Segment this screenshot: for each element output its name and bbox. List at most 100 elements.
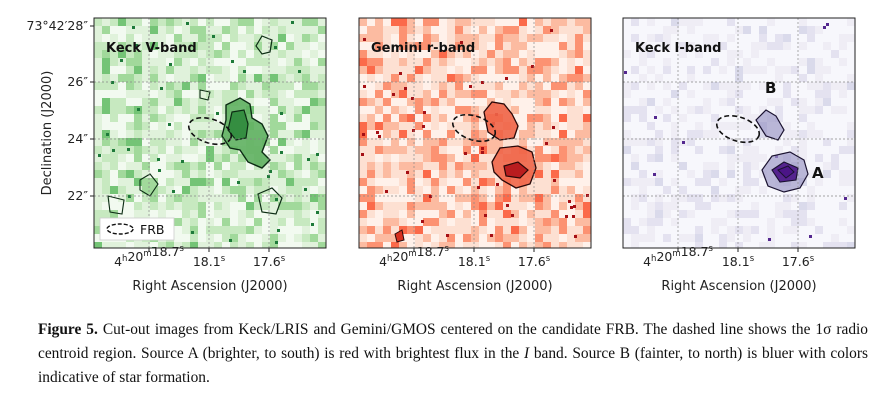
- noise-pixel: [727, 186, 735, 194]
- noise-pixel: [711, 66, 719, 74]
- noise-pixel: [799, 218, 807, 226]
- noise-pixel: [118, 130, 126, 138]
- noise-pixel: [182, 242, 190, 248]
- noise-pixel: [423, 186, 431, 194]
- noise-pixel: [415, 210, 423, 218]
- noise-pixel: [655, 58, 663, 66]
- noise-pixel: [423, 154, 431, 162]
- noise-pixel: [230, 202, 238, 210]
- noise-pixel: [663, 226, 671, 234]
- noise-pixel: [535, 34, 543, 42]
- noise-pixel: [815, 26, 823, 34]
- noise-pixel: [743, 146, 751, 154]
- noise-pixel: [407, 82, 415, 90]
- noise-pixel: [479, 234, 487, 242]
- noise-pixel: [238, 162, 246, 170]
- noise-pixel: [527, 138, 535, 146]
- noise-pixel: [711, 82, 719, 90]
- noise-pixel: [415, 242, 423, 248]
- noise-pixel: [375, 138, 383, 146]
- noise-pixel: [751, 106, 759, 114]
- noise-pixel: [703, 210, 711, 218]
- noise-speck: [280, 112, 283, 115]
- noise-pixel: [286, 74, 294, 82]
- noise-pixel: [383, 194, 391, 202]
- noise-pixel: [254, 210, 262, 218]
- noise-pixel: [174, 210, 182, 218]
- noise-pixel: [142, 74, 150, 82]
- noise-pixel: [463, 154, 471, 162]
- noise-pixel: [815, 106, 823, 114]
- noise-pixel: [791, 130, 799, 138]
- noise-pixel: [375, 82, 383, 90]
- noise-pixel: [711, 162, 719, 170]
- noise-pixel: [479, 34, 487, 42]
- noise-pixel: [198, 202, 206, 210]
- noise-pixel: [743, 114, 751, 122]
- noise-pixel: [719, 242, 727, 248]
- noise-pixel: [206, 194, 214, 202]
- noise-pixel: [807, 138, 815, 146]
- noise-pixel: [447, 130, 455, 138]
- noise-pixel: [118, 202, 126, 210]
- noise-pixel: [166, 194, 174, 202]
- noise-pixel: [447, 186, 455, 194]
- noise-pixel: [102, 106, 110, 114]
- noise-pixel: [246, 162, 254, 170]
- panel-frame: [93, 17, 327, 249]
- noise-pixel: [174, 242, 182, 248]
- noise-pixel: [575, 146, 583, 154]
- noise-pixel: [511, 226, 519, 234]
- noise-pixel: [687, 82, 695, 90]
- noise-pixel: [711, 178, 719, 186]
- noise-pixel: [519, 202, 527, 210]
- noise-speck: [307, 158, 310, 161]
- source-contours: [755, 109, 809, 193]
- noise-pixel: [671, 234, 679, 242]
- noise-pixel: [118, 26, 126, 34]
- noise-pixel: [455, 114, 463, 122]
- noise-pixel: [807, 114, 815, 122]
- noise-pixel: [150, 162, 158, 170]
- noise-speck: [392, 93, 395, 96]
- noise-pixel: [222, 146, 230, 154]
- noise-pixel: [423, 18, 431, 26]
- noise-pixel: [695, 114, 703, 122]
- noise-pixel: [799, 146, 807, 154]
- noise-pixel: [375, 74, 383, 82]
- noise-speck: [545, 142, 548, 145]
- noise-pixel: [407, 226, 415, 234]
- noise-pixel: [735, 50, 743, 58]
- noise-pixel: [110, 106, 118, 114]
- noise-pixel: [463, 210, 471, 218]
- noise-pixel: [719, 82, 727, 90]
- noise-pixel: [815, 226, 823, 234]
- noise-pixel: [847, 114, 855, 122]
- noise-pixel: [839, 122, 847, 130]
- noise-pixel: [839, 98, 847, 106]
- noise-pixel: [150, 98, 158, 106]
- noise-pixel: [695, 202, 703, 210]
- noise-pixel: [238, 50, 246, 58]
- noise-pixel: [503, 242, 511, 248]
- noise-pixel: [174, 186, 182, 194]
- noise-pixel: [294, 234, 302, 242]
- noise-pixel: [94, 226, 102, 234]
- noise-pixel: [703, 106, 711, 114]
- noise-pixel: [647, 162, 655, 170]
- noise-pixel: [198, 58, 206, 66]
- noise-pixel: [719, 194, 727, 202]
- noise-pixel: [262, 42, 270, 50]
- noise-pixel: [719, 218, 727, 226]
- noise-pixel: [503, 234, 511, 242]
- noise-pixel: [727, 202, 735, 210]
- noise-pixel: [679, 242, 687, 248]
- noise-pixel: [238, 186, 246, 194]
- noise-pixel: [735, 146, 743, 154]
- noise-pixel: [359, 98, 367, 106]
- noise-pixel: [759, 50, 767, 58]
- noise-pixel: [791, 122, 799, 130]
- noise-pixel: [679, 186, 687, 194]
- noise-pixel: [126, 58, 134, 66]
- noise-pixel: [230, 210, 238, 218]
